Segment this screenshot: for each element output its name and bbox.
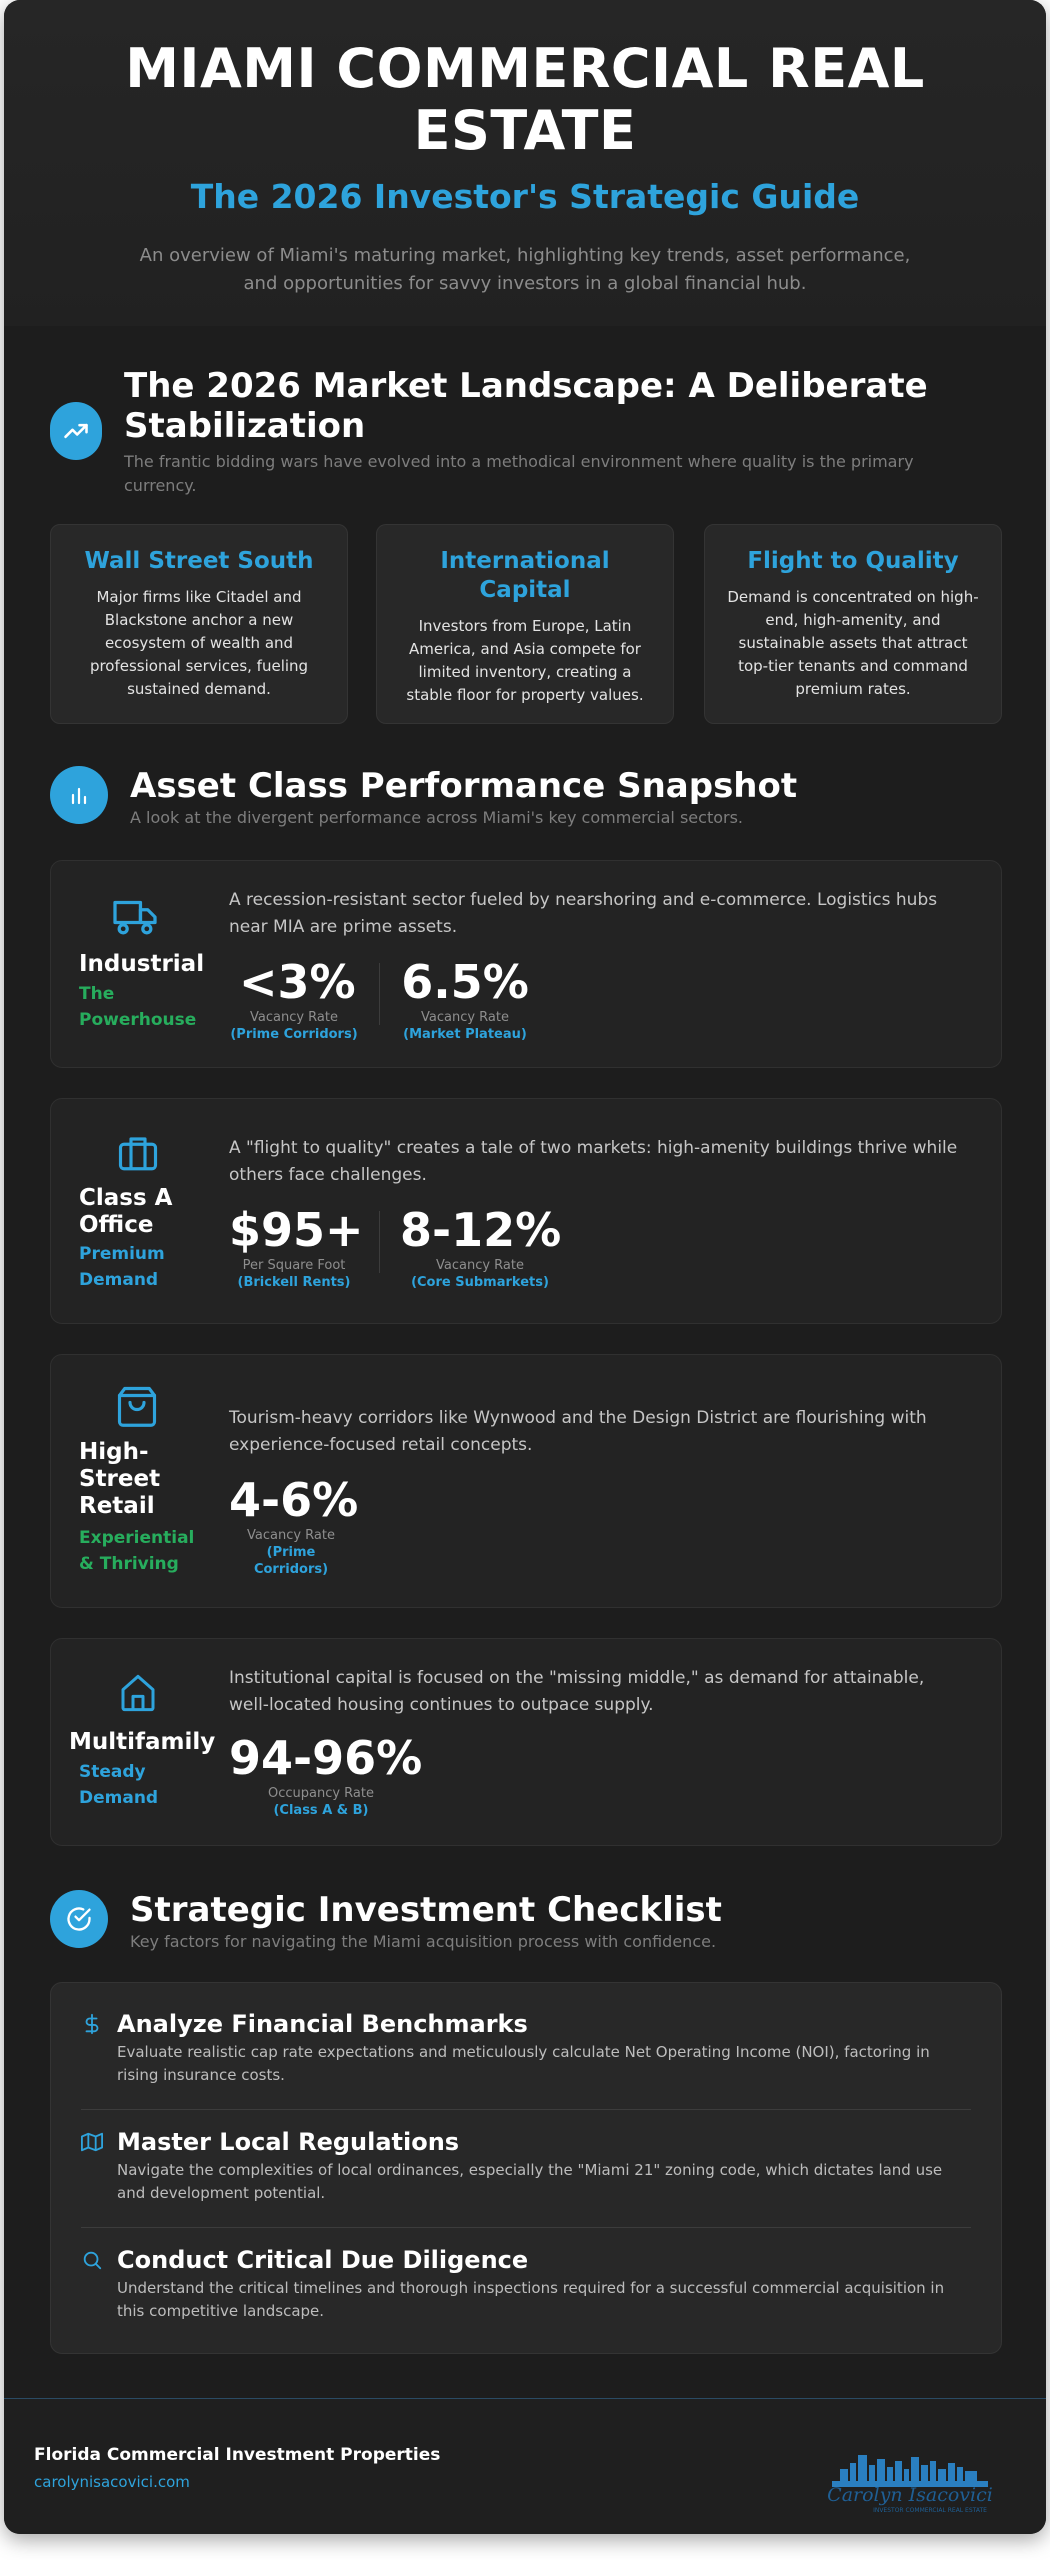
stat-label: Vacancy Rate <box>247 1528 335 1543</box>
card-text: Major firms like Citadel and Blackstone … <box>89 588 309 698</box>
card-text: Demand is concentrated on high-end, high… <box>727 588 979 698</box>
stat-label: Vacancy Rate <box>250 1010 338 1025</box>
checklist-item-text: Evaluate realistic cap rate expectations… <box>117 2043 930 2084</box>
check-circle-icon <box>50 1890 108 1948</box>
stat-note: (Class A & B) <box>273 1803 369 1818</box>
checklist-item-text: Understand the critical timelines and th… <box>117 2279 945 2320</box>
asset-card-high-street-retail: High-Street Retail Experiential & Thrivi… <box>50 1354 1002 1608</box>
asset-tag: Experiential & Thriving <box>79 1528 195 1574</box>
card-wall-street-south: Wall Street South Major firms like Citad… <box>50 524 348 724</box>
asset-description: A "flight to quality" creates a tale of … <box>229 1138 958 1185</box>
asset-stats: $95+ Per Square Foot (Brickell Rents) 8-… <box>229 1203 562 1291</box>
checklist-item-due-diligence: Conduct Critical Due Diligence Understan… <box>81 2245 971 2323</box>
stat-label: Vacancy Rate <box>421 1010 509 1025</box>
dollar-icon <box>81 2013 103 2035</box>
asset-name: Industrial <box>79 951 205 977</box>
performance-title: Asset Class Performance Snapshot <box>130 766 798 806</box>
checklist-item-regulations: Master Local Regulations Navigate the co… <box>81 2127 971 2205</box>
trending-up-icon <box>50 402 102 460</box>
hero-header: MIAMI COMMERCIAL REAL ESTATE The 2026 In… <box>4 0 1046 326</box>
card-title: Wall Street South <box>84 548 314 574</box>
stat-note: (Core Submarkets) <box>411 1275 549 1290</box>
stat-block: $95+ Per Square Foot (Brickell Rents) <box>229 1203 364 1291</box>
asset-stats: 4-6% Vacancy Rate (Prime Corridors) <box>229 1473 359 1578</box>
stat-value: $95+ <box>229 1203 364 1257</box>
card-title: International Capital <box>440 548 610 603</box>
briefcase-icon <box>117 1133 159 1177</box>
stat-block: 4-6% Vacancy Rate (Prime Corridors) <box>229 1473 359 1578</box>
checklist-item-title: Master Local Regulations <box>117 2128 460 2156</box>
stat-block: 6.5% Vacancy Rate (Market Plateau) <box>400 957 530 1043</box>
stat-note: (Prime Corridors) <box>230 1027 358 1042</box>
footer-website-link[interactable]: carolynisacovici.com <box>34 2473 190 2491</box>
checklist-item-text: Navigate the complexities of local ordin… <box>117 2161 943 2202</box>
card-flight-to-quality: Flight to Quality Demand is concentrated… <box>704 524 1002 724</box>
stat-label: Vacancy Rate <box>436 1258 524 1273</box>
asset-stats: 94-96% Occupancy Rate (Class A & B) <box>229 1731 423 1819</box>
card-title: Flight to Quality <box>747 548 959 574</box>
stat-value: 8-12% <box>400 1203 562 1257</box>
asset-name: Multifamily <box>69 1729 216 1755</box>
page-description: An overview of Miami's maturing market, … <box>139 245 911 294</box>
page-title: MIAMI COMMERCIAL REAL ESTATE <box>125 37 925 162</box>
card-international-capital: International Capital Investors from Eur… <box>376 524 674 724</box>
logo-tagline: INVESTOR COMMERCIAL REAL ESTATE <box>873 2507 987 2514</box>
asset-tag: Steady Demand <box>79 1762 159 1808</box>
page-subtitle: The 2026 Investor's Strategic Guide <box>190 177 860 216</box>
checklist-subtitle: Key factors for navigating the Miami acq… <box>130 1932 717 1951</box>
stat-label: Occupancy Rate <box>267 1786 374 1801</box>
stat-value: 4-6% <box>229 1473 359 1527</box>
footer-company-name: Florida Commercial Investment Properties <box>34 2445 441 2465</box>
footer: Florida Commercial Investment Properties… <box>4 2398 1046 2534</box>
stat-value: <3% <box>239 955 356 1009</box>
stat-block: 94-96% Occupancy Rate (Class A & B) <box>229 1731 423 1819</box>
checklist-item-financial: Analyze Financial Benchmarks Evaluate re… <box>81 2009 971 2087</box>
card-text: Investors from Europe, Latin America, an… <box>406 617 644 704</box>
stat-divider <box>379 963 380 1025</box>
asset-description: Institutional capital is focused on the … <box>229 1668 925 1715</box>
stat-note: (Brickell Rents) <box>237 1275 351 1290</box>
checklist-item-title: Conduct Critical Due Diligence <box>117 2246 529 2274</box>
landscape-title: The 2026 Market Landscape: A Deliberate … <box>124 366 928 446</box>
asset-card-class-a-office: Class A Office Premium Demand A "flight … <box>50 1098 1002 1324</box>
landscape-section-heading: The 2026 Market Landscape: A Deliberate … <box>50 366 990 498</box>
asset-card-industrial: Industrial The Powerhouse A recession-re… <box>50 860 1002 1068</box>
shopping-bag-icon <box>117 1385 157 1431</box>
divider <box>81 2109 971 2110</box>
home-icon <box>119 1673 157 1717</box>
stat-divider <box>379 1211 380 1273</box>
asset-description: Tourism-heavy corridors like Wynwood and… <box>229 1408 927 1455</box>
asset-card-multifamily: Multifamily Steady Demand Institutional … <box>50 1638 1002 1846</box>
asset-description: A recession-resistant sector fueled by n… <box>229 890 938 937</box>
landscape-subtitle: The frantic bidding wars have evolved in… <box>124 452 914 495</box>
bar-chart-icon <box>50 766 108 824</box>
stat-note: (Market Plateau) <box>403 1027 527 1042</box>
asset-tag: Premium Demand <box>79 1244 165 1290</box>
stat-value: 6.5% <box>401 955 529 1009</box>
stat-block: 8-12% Vacancy Rate (Core Submarkets) <box>400 1203 562 1291</box>
performance-section-heading: Asset Class Performance Snapshot A look … <box>50 766 797 830</box>
stat-label: Per Square Foot <box>242 1258 346 1273</box>
asset-tag: The Powerhouse <box>79 984 197 1030</box>
checklist-title: Strategic Investment Checklist <box>130 1890 722 1930</box>
truck-icon <box>113 897 157 941</box>
map-icon <box>81 2131 103 2153</box>
divider <box>81 2227 971 2228</box>
infographic-page: MIAMI COMMERCIAL REAL ESTATE The 2026 In… <box>4 0 1046 2534</box>
stat-value: 94-96% <box>229 1731 423 1785</box>
logo-signature: Carolyn Isacovici <box>827 2484 993 2506</box>
checklist-card: Analyze Financial Benchmarks Evaluate re… <box>50 1982 1002 2354</box>
stat-note: (Prime Corridors) <box>253 1545 329 1577</box>
stat-block: <3% Vacancy Rate (Prime Corridors) <box>229 957 359 1043</box>
checklist-section-heading: Strategic Investment Checklist Key facto… <box>50 1890 722 1954</box>
asset-stats: <3% Vacancy Rate (Prime Corridors) 6.5% … <box>229 957 530 1043</box>
performance-subtitle: A look at the divergent performance acro… <box>130 808 743 827</box>
checklist-item-title: Analyze Financial Benchmarks <box>117 2010 528 2038</box>
asset-name: Class A Office <box>79 1185 173 1238</box>
asset-name: High-Street Retail <box>79 1439 161 1519</box>
company-logo: Carolyn Isacovici INVESTOR COMMERCIAL RE… <box>810 2425 1010 2515</box>
search-icon <box>81 2249 103 2271</box>
